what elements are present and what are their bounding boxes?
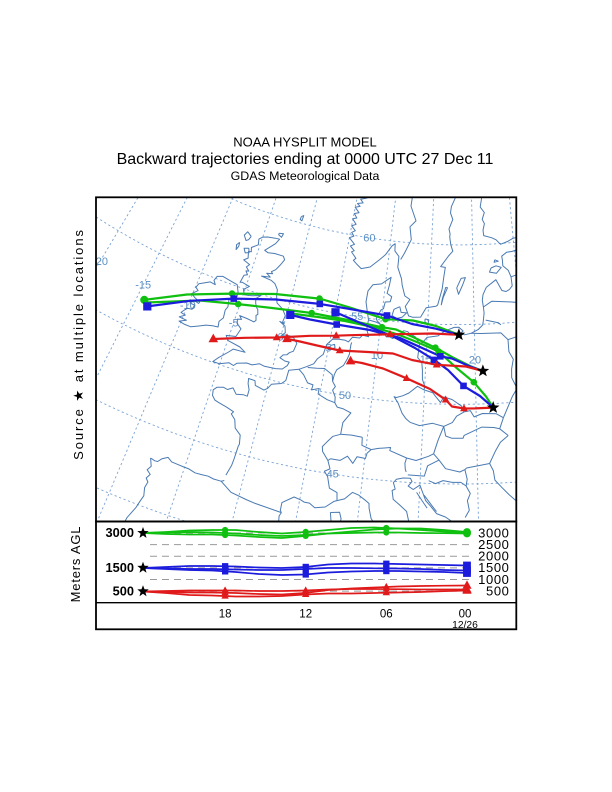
svg-text:60: 60 <box>363 232 375 244</box>
svg-text:3000: 3000 <box>478 525 509 540</box>
svg-text:Backward trajectories ending a: Backward trajectories ending at 0000 UTC… <box>117 151 494 168</box>
svg-text:Source ★ at multiple location: Source ★ at multiple locations <box>71 228 86 460</box>
svg-text:500: 500 <box>113 584 134 599</box>
svg-text:3000: 3000 <box>106 525 134 540</box>
svg-text:GDAS Meteorological Data: GDAS Meteorological Data <box>231 169 380 183</box>
svg-text:2500: 2500 <box>478 537 509 552</box>
svg-text:50: 50 <box>339 390 351 402</box>
svg-text:1500: 1500 <box>478 560 509 575</box>
svg-text:-15: -15 <box>135 279 151 291</box>
svg-text:500: 500 <box>486 583 510 598</box>
svg-text:Meters AGL: Meters AGL <box>68 526 83 603</box>
svg-text:12: 12 <box>299 609 312 621</box>
svg-text:12/26: 12/26 <box>452 620 478 631</box>
svg-text:-20: -20 <box>92 256 108 268</box>
svg-text:06: 06 <box>380 609 393 621</box>
svg-text:20: 20 <box>469 355 481 367</box>
svg-text:00: 00 <box>459 609 472 621</box>
svg-text:2000: 2000 <box>478 549 509 564</box>
svg-text:18: 18 <box>219 609 232 621</box>
svg-text:1000: 1000 <box>478 572 509 587</box>
svg-text:1500: 1500 <box>106 560 134 575</box>
svg-text:NOAA HYSPLIT MODEL: NOAA HYSPLIT MODEL <box>233 135 377 150</box>
svg-text:-5: -5 <box>229 317 239 329</box>
svg-text:45: 45 <box>327 469 339 481</box>
